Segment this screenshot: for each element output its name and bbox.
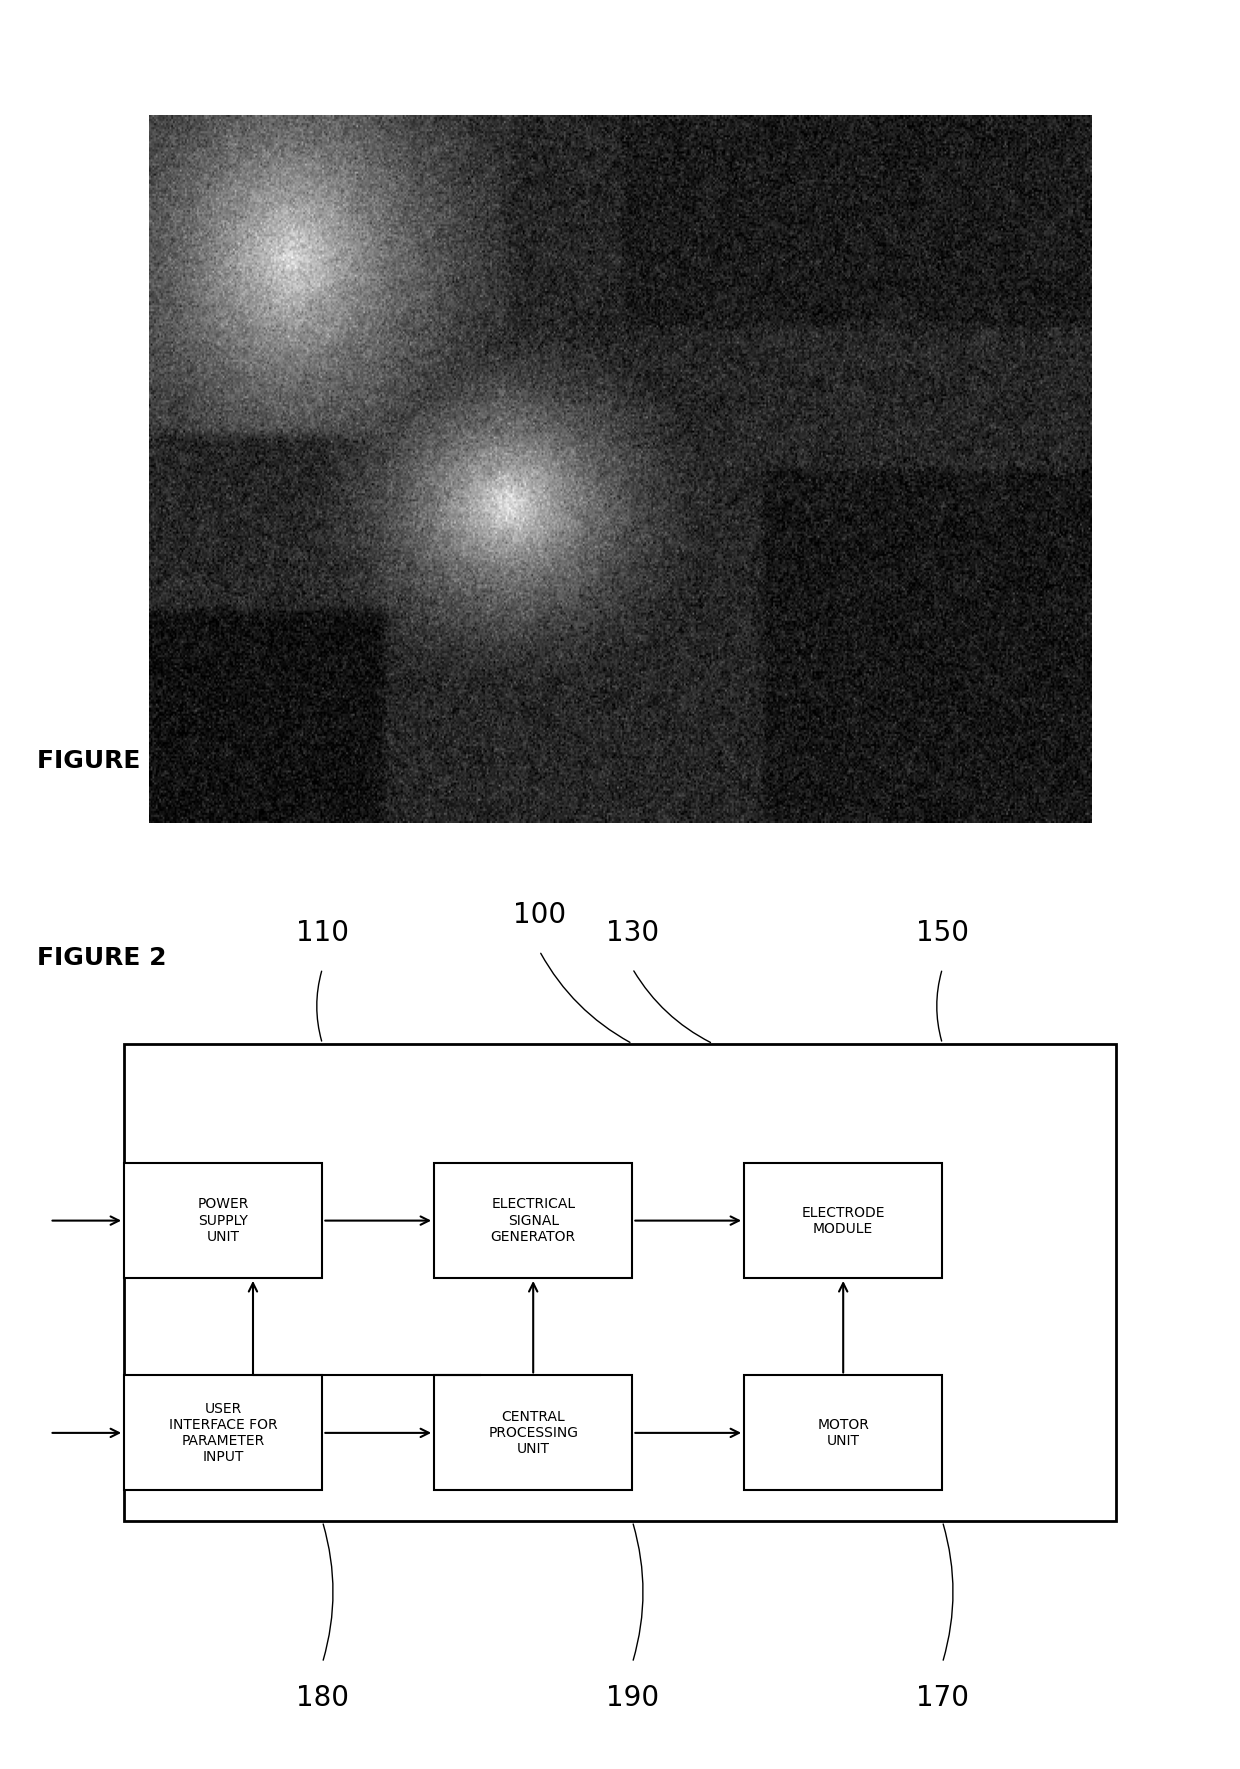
Text: CENTRAL
PROCESSING
UNIT: CENTRAL PROCESSING UNIT [489,1410,578,1456]
Text: 100: 100 [513,902,565,929]
FancyBboxPatch shape [124,1164,322,1277]
Text: MOTOR
UNIT: MOTOR UNIT [817,1417,869,1449]
FancyBboxPatch shape [744,1376,942,1489]
Text: 190: 190 [606,1684,658,1712]
Text: 130: 130 [606,920,658,946]
FancyBboxPatch shape [124,1376,322,1489]
Text: USER
INTERFACE FOR
PARAMETER
INPUT: USER INTERFACE FOR PARAMETER INPUT [169,1401,278,1465]
Text: POWER
SUPPLY
UNIT: POWER SUPPLY UNIT [197,1198,249,1244]
Text: ELECTRODE
MODULE: ELECTRODE MODULE [801,1205,885,1237]
Text: 180: 180 [296,1684,348,1712]
Text: 170: 170 [916,1684,968,1712]
Text: 110: 110 [296,920,348,946]
FancyBboxPatch shape [434,1376,632,1489]
Text: FIGURE 1: FIGURE 1 [37,748,167,773]
Text: ELECTRICAL
SIGNAL
GENERATOR: ELECTRICAL SIGNAL GENERATOR [491,1198,575,1244]
FancyBboxPatch shape [744,1164,942,1277]
Text: FIGURE 2: FIGURE 2 [37,946,166,971]
FancyBboxPatch shape [434,1164,632,1277]
Text: 150: 150 [916,920,968,946]
FancyBboxPatch shape [124,1044,1116,1521]
